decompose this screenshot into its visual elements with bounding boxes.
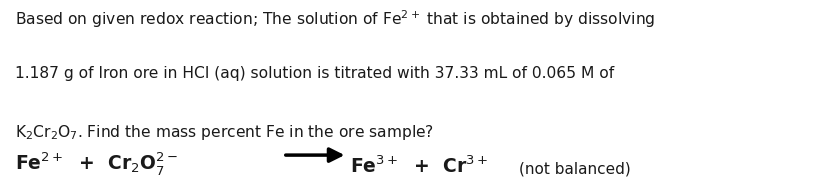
Text: 1.187 g of Iron ore in HCl (aq) solution is titrated with 37.33 mL of 0.065 M of: 1.187 g of Iron ore in HCl (aq) solution…: [15, 66, 614, 81]
Text: K$_2$Cr$_2$O$_7$. Find the mass percent Fe in the ore sample?: K$_2$Cr$_2$O$_7$. Find the mass percent …: [15, 123, 434, 142]
Text: Fe$^{2+}$  +  Cr$_2$O$_7^{2-}$: Fe$^{2+}$ + Cr$_2$O$_7^{2-}$: [15, 150, 178, 177]
Text: Based on given redox reaction; The solution of Fe$^{2+}$ that is obtained by dis: Based on given redox reaction; The solut…: [15, 8, 655, 30]
Text: Fe$^{3+}$  +  Cr$^{3+}$: Fe$^{3+}$ + Cr$^{3+}$: [349, 155, 487, 177]
Text: (not balanced): (not balanced): [518, 162, 630, 177]
